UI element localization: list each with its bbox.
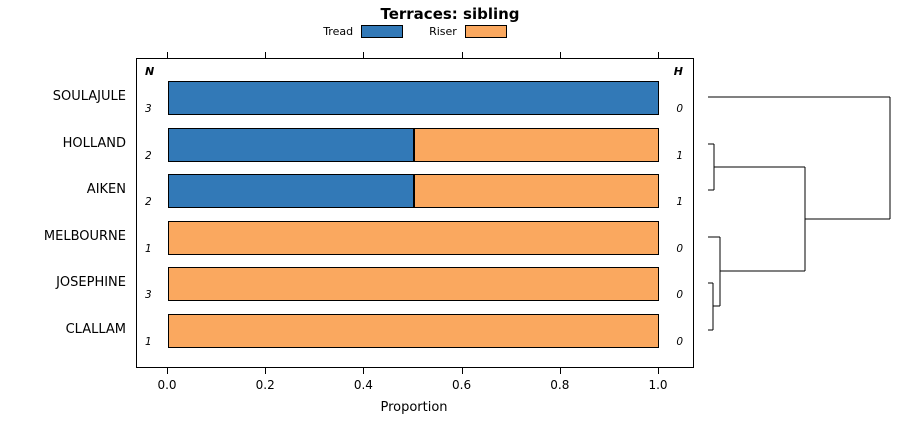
y-axis-label: JOSEPHINE: [56, 275, 126, 291]
legend-item: Tread: [323, 25, 404, 38]
x-axis-title: Proportion: [380, 400, 448, 415]
legend: Tread Riser: [0, 25, 830, 38]
legend-label: Tread: [323, 25, 354, 38]
y-axis-label: AIKEN: [86, 182, 126, 198]
h-value: 0: [676, 336, 683, 348]
x-tick-top: [363, 52, 365, 58]
x-tick-top: [265, 52, 267, 58]
y-axis-label: CLALLAM: [65, 322, 126, 337]
bar-segment-riser: [168, 220, 659, 255]
n-column-header: N: [145, 65, 155, 78]
x-tick-label: 0.4: [353, 378, 373, 392]
bar-segment-tread: [168, 174, 414, 209]
x-tick-top: [559, 52, 561, 58]
bar-segment-tread: [168, 81, 659, 115]
y-axis-label: SOULAJULE: [52, 89, 126, 104]
x-tick-label: 0.2: [255, 378, 275, 392]
x-tick-label: 0.0: [157, 378, 177, 392]
n-value: 2: [145, 149, 152, 162]
n-value: 3: [145, 289, 152, 302]
y-axis-label: MELBOURNE: [43, 228, 126, 244]
x-tick-label: 0.6: [452, 378, 472, 392]
x-tick-bottom: [658, 368, 659, 374]
x-tick-label: 1.0: [648, 378, 668, 392]
h-value: 0: [676, 289, 683, 302]
bar-segment-tread: [168, 127, 414, 162]
y-axis-label: HOLLAND: [62, 135, 126, 151]
legend-swatch: [361, 25, 404, 38]
n-value: 1: [145, 242, 152, 255]
h-column-header: H: [673, 65, 683, 78]
h-value: 0: [676, 103, 683, 115]
h-value: 1: [676, 196, 683, 209]
x-tick-bottom: [167, 368, 168, 374]
bar-segment-riser: [413, 127, 659, 162]
bar-segment-riser: [168, 314, 659, 348]
bar-segment-riser: [413, 174, 659, 209]
x-tick-bottom: [559, 368, 561, 374]
n-value: 3: [145, 103, 152, 115]
legend-label: Riser: [429, 25, 457, 38]
x-tick-top: [461, 52, 463, 58]
n-value: 1: [145, 336, 152, 348]
x-tick-top: [658, 52, 659, 58]
x-tick-bottom: [265, 368, 267, 374]
x-tick-top: [167, 52, 168, 58]
legend-swatch: [464, 25, 507, 38]
x-tick-bottom: [461, 368, 463, 374]
chart-title: Terraces: sibling: [380, 5, 520, 23]
x-tick-label: 0.8: [550, 378, 570, 392]
legend-item: Riser: [429, 25, 507, 38]
plot-area: N H 3 0 2 1 2 1 1 0 3 0 1 0: [136, 58, 694, 368]
x-tick-bottom: [363, 368, 365, 374]
h-value: 0: [676, 242, 683, 255]
bar-segment-riser: [168, 267, 659, 302]
n-value: 2: [145, 196, 152, 209]
h-value: 1: [676, 149, 683, 162]
